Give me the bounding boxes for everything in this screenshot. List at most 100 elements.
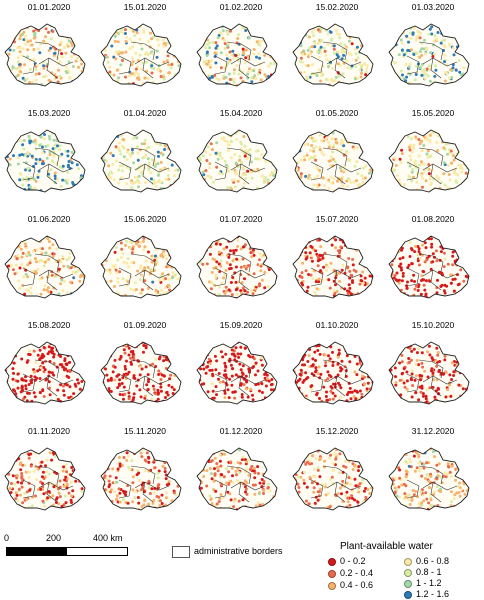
station-dot <box>206 390 210 394</box>
station-dot <box>220 236 224 237</box>
station-dot <box>401 238 405 241</box>
station-dot <box>134 70 138 74</box>
station-dot <box>396 24 400 27</box>
station-dot <box>333 21 336 24</box>
station-dot <box>112 73 116 77</box>
map-svg <box>292 235 374 299</box>
station-dot <box>347 390 351 394</box>
station-dot <box>127 265 131 269</box>
station-dot <box>230 383 234 387</box>
station-dot <box>170 276 174 280</box>
station-dot <box>372 256 373 260</box>
station-dot <box>179 162 181 166</box>
station-dot <box>434 359 438 363</box>
map-panel: 01.10.2020 <box>289 320 385 424</box>
station-dot <box>248 24 251 27</box>
station-dot <box>243 83 247 86</box>
station-dot <box>72 276 76 280</box>
station-dot <box>23 242 27 246</box>
station-dot <box>270 293 273 297</box>
station-dot <box>371 159 373 163</box>
station-dot <box>26 263 30 267</box>
station-dot <box>215 141 219 145</box>
station-dot <box>244 48 248 52</box>
station-dot <box>156 162 160 166</box>
station-dot <box>201 170 205 174</box>
station-dot <box>465 346 469 350</box>
station-dot <box>153 466 157 470</box>
station-dot <box>116 403 120 404</box>
station-dot <box>35 478 39 482</box>
station-dot <box>449 237 453 241</box>
station-dot <box>411 130 415 133</box>
station-dot <box>81 296 85 298</box>
station-dot <box>154 365 158 368</box>
station-dot <box>120 192 123 195</box>
station-dot <box>406 135 410 139</box>
station-dot <box>250 76 254 80</box>
station-dot <box>232 71 236 75</box>
station-dot <box>34 494 37 498</box>
station-dot <box>75 152 79 156</box>
station-dot <box>460 262 463 266</box>
station-dot <box>18 50 22 54</box>
station-dot <box>13 347 17 351</box>
station-dot <box>78 387 82 391</box>
station-dot <box>198 135 202 139</box>
station-dot <box>28 185 32 189</box>
station-dot <box>26 359 30 363</box>
station-dot <box>393 404 396 407</box>
station-dot <box>424 294 428 298</box>
station-dot <box>272 130 276 133</box>
station-dot <box>345 184 349 188</box>
station-dot <box>433 34 437 38</box>
station-dot <box>420 149 424 153</box>
station-dot <box>179 495 181 499</box>
map-svg <box>4 447 86 511</box>
station-dot <box>67 491 71 495</box>
station-dot <box>295 39 299 43</box>
station-dot <box>12 371 15 375</box>
station-dot <box>308 176 312 180</box>
station-dot <box>102 75 106 79</box>
station-dot <box>428 279 432 283</box>
station-dot <box>16 56 20 60</box>
station-dot <box>62 264 66 268</box>
station-dot <box>145 236 149 237</box>
outer-border <box>100 235 182 299</box>
station-dot <box>42 162 45 165</box>
station-dot <box>248 236 252 238</box>
station-dot <box>138 53 142 57</box>
station-dot <box>211 344 215 348</box>
station-dot <box>48 451 52 455</box>
station-dot <box>40 475 44 479</box>
station-dot <box>229 281 233 284</box>
station-dot <box>12 342 16 343</box>
station-dot <box>276 34 277 38</box>
station-dot <box>312 34 316 37</box>
station-dot <box>277 185 280 188</box>
station-dot <box>118 236 121 239</box>
station-dot <box>396 292 400 295</box>
station-dot <box>339 369 343 373</box>
outer-border <box>292 341 374 405</box>
station-dot <box>138 37 142 41</box>
station-dot <box>35 260 38 264</box>
station-dot <box>242 383 246 387</box>
station-dot <box>252 168 256 172</box>
station-dot <box>369 286 373 290</box>
station-dot <box>270 145 274 149</box>
station-dot <box>211 40 215 44</box>
station-dot <box>174 394 178 398</box>
station-dot <box>13 482 17 486</box>
station-dot <box>159 378 163 381</box>
station-dot <box>165 483 169 487</box>
station-dot <box>252 365 255 369</box>
outer-border <box>4 129 86 193</box>
station-dot <box>309 149 313 152</box>
station-dot <box>365 43 369 47</box>
station-dot <box>319 236 323 237</box>
station-dot <box>66 178 70 182</box>
station-dot <box>463 247 467 251</box>
station-dot <box>161 153 165 157</box>
